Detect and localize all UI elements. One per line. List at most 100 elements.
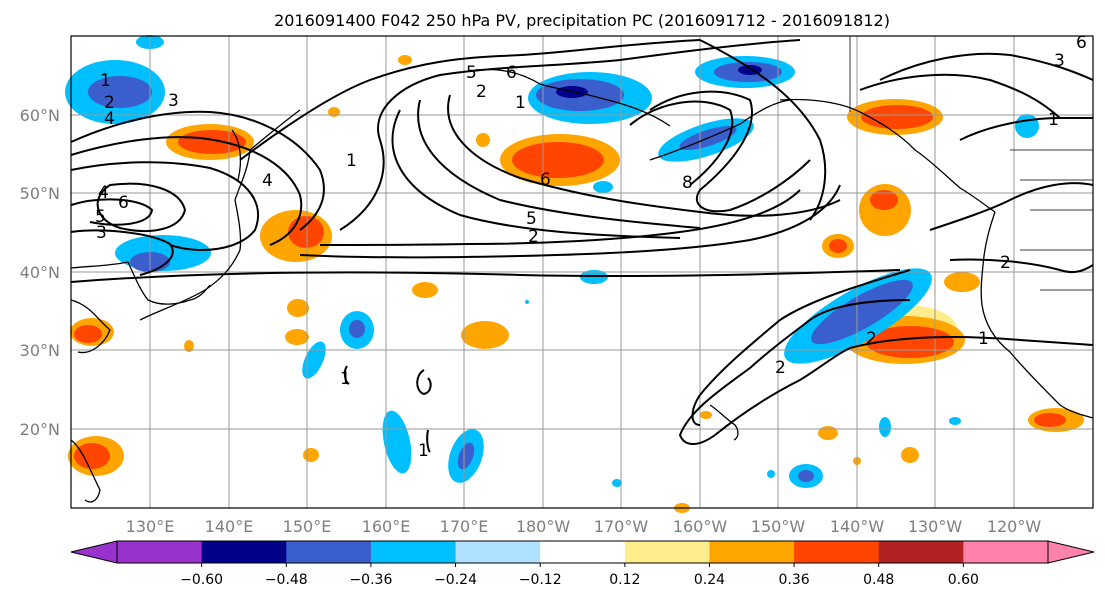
latitude-label: 20°N — [20, 420, 60, 439]
colorbar-segment — [286, 541, 372, 563]
contour-labels: 1 2 4 6 5 4 3 5 6 2 1 3 4 6 8 5 2 1 2 6 … — [95, 33, 1087, 461]
contour-label: 1 — [346, 151, 357, 171]
china-coast — [70, 299, 111, 354]
colorbar-segment — [370, 541, 457, 563]
colorbar-tick-label: 0.12 — [609, 572, 640, 588]
pv-contour — [70, 161, 259, 251]
colorbar-segment — [455, 541, 541, 563]
latitude-label: 60°N — [20, 106, 60, 125]
contour-label: 6 — [540, 170, 551, 190]
longitude-label: 130°E — [126, 517, 175, 536]
contour-label: 3 — [96, 223, 107, 243]
longitude-labels: 130°E 140°E 150°E 160°E 170°E 180°W 170°W 160°W… — [126, 517, 1042, 536]
longitude-label: 170°E — [440, 517, 489, 536]
latitude-label: 30°N — [20, 341, 60, 360]
contour-label: 3 — [168, 91, 179, 111]
figure-title: 2016091400 F042 250 hPa PV, precipitatio… — [274, 11, 890, 30]
pv-contour — [70, 110, 325, 231]
contour-label: 4 — [104, 109, 115, 129]
contour-label: 1 — [340, 369, 351, 389]
pv-contour — [299, 184, 841, 259]
contour-label: 8 — [682, 173, 693, 193]
colorbar-segment — [794, 541, 880, 563]
pv-contour — [70, 229, 174, 276]
longitude-label: 180°W — [516, 517, 571, 536]
contour-label: 4 — [262, 171, 273, 191]
aleutian-chain — [649, 99, 791, 161]
longitude-label: 120°W — [987, 517, 1042, 536]
colorbar-segment — [709, 541, 795, 563]
latitude-labels: 60°N 50°N 40°N 30°N 20°N — [20, 106, 60, 439]
pv-contour — [70, 269, 901, 283]
pv-contour — [239, 39, 701, 161]
pv-contour — [447, 94, 841, 217]
contour-label: 2 — [866, 329, 877, 349]
korea-coast — [70, 261, 211, 305]
contour-label: 1 — [1048, 110, 1059, 130]
latitude-label: 40°N — [20, 263, 60, 282]
pv-contour — [319, 189, 801, 246]
north-america-west-coast — [980, 211, 1094, 419]
japan-coast — [139, 149, 251, 321]
colorbar-tick-label: −0.36 — [349, 572, 392, 588]
pv-contour — [859, 73, 1061, 119]
contour-label: 2 — [528, 227, 539, 247]
hawaii-islands — [709, 404, 739, 441]
contour-label: 5 — [466, 63, 477, 83]
map-panel: 1 2 4 6 5 4 3 5 6 2 1 3 4 6 8 5 2 1 2 6 … — [65, 33, 1094, 513]
colorbar-tick-label: −0.12 — [519, 572, 562, 588]
pv-contour — [959, 117, 1093, 141]
pv-contour — [929, 182, 1094, 231]
contour-label: 2 — [1000, 253, 1011, 273]
pv-contour — [629, 100, 734, 186]
colorbar-extend-high — [1047, 540, 1095, 564]
pv-contour — [70, 136, 303, 246]
contour-label: 6 — [506, 63, 517, 83]
pv-contour — [699, 39, 827, 221]
longitude-label: 140°E — [205, 517, 254, 536]
colorbar-tick-label: 0.60 — [948, 572, 979, 588]
contour-label: 2 — [476, 82, 487, 102]
colorbar-segment — [540, 541, 626, 563]
colorbar-segment — [963, 541, 1049, 563]
pv-contour — [879, 52, 1094, 81]
pv-contour — [417, 99, 701, 229]
colorbar-tick-label: −0.60 — [180, 572, 223, 588]
pv-contour — [391, 109, 681, 239]
pv-contour — [416, 369, 432, 396]
longitude-label: 130°W — [908, 517, 963, 536]
pv-contour — [678, 299, 1094, 445]
longitude-label: 160°W — [673, 517, 728, 536]
pv-contour — [949, 258, 1094, 274]
bering-coast — [474, 68, 671, 127]
contour-label: 6 — [118, 193, 129, 213]
longitude-label: 150°W — [751, 517, 806, 536]
pv-contour — [426, 429, 431, 453]
colorbar-tick-label: 0.24 — [694, 572, 725, 588]
colorbar-extend-low — [70, 540, 118, 564]
latitude-label: 50°N — [20, 184, 60, 203]
contour-label: 1 — [515, 93, 526, 113]
contour-label: 1 — [418, 441, 429, 461]
colorbar-tick-label: −0.48 — [265, 572, 308, 588]
longitude-label: 140°W — [830, 517, 885, 536]
contour-label: 6 — [1076, 33, 1087, 53]
contour-label: 5 — [95, 207, 106, 227]
colorbar-tick-label: −0.24 — [434, 572, 477, 588]
pv-contour — [691, 269, 911, 426]
sakhalin-coast — [231, 129, 242, 181]
graticule — [71, 36, 1093, 508]
pv-contour — [343, 365, 350, 385]
pv-contours — [70, 39, 1094, 453]
contour-label: 3 — [1054, 51, 1065, 71]
pv-contour — [339, 39, 801, 231]
coastlines — [70, 36, 1094, 503]
contour-label: 2 — [775, 358, 786, 378]
pv-contour — [649, 90, 811, 213]
colorbar-segment — [624, 541, 710, 563]
longitude-label: 170°W — [594, 517, 649, 536]
kamchatka-coast — [249, 109, 301, 151]
state-borders — [1010, 149, 1093, 291]
contour-label: 2 — [104, 93, 115, 113]
